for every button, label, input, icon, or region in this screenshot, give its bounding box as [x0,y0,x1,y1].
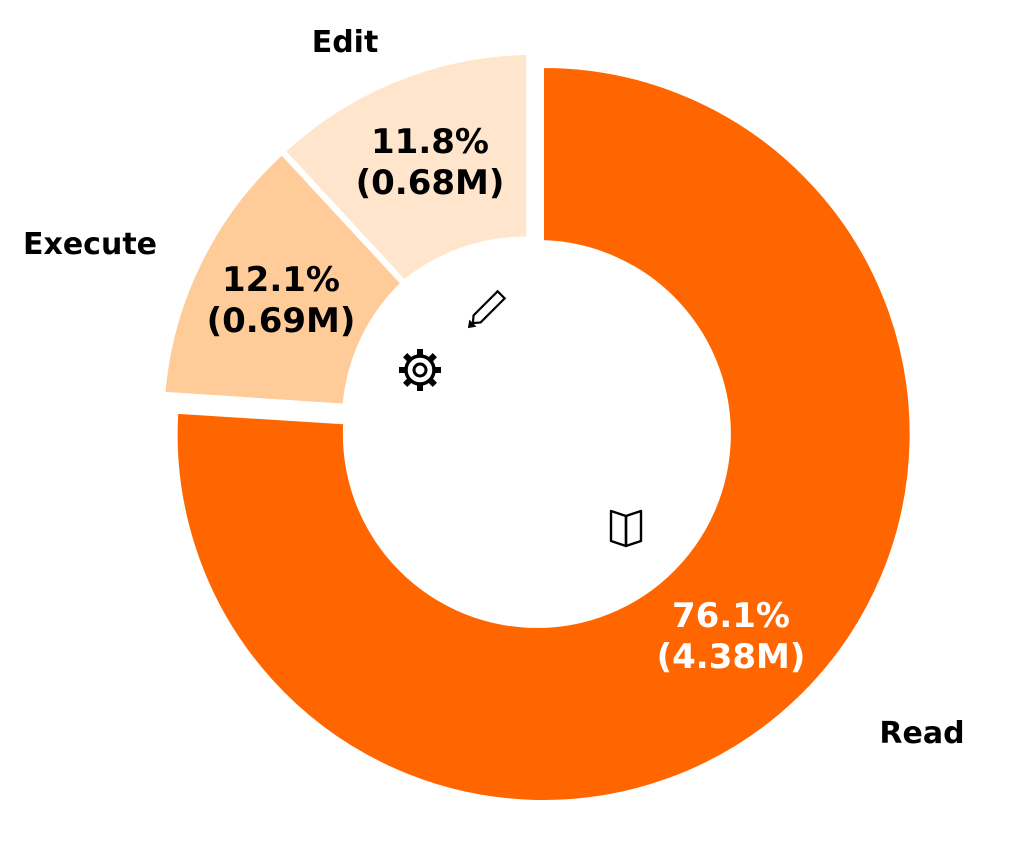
value-execute-pct: 12.1% [222,260,340,300]
value-edit-count: (0.68M) [356,163,505,203]
value-read-pct: 76.1% [672,596,790,636]
gear-icon [399,349,441,391]
pencil-icon [467,289,507,329]
book-icon [609,509,643,548]
value-edit-pct: 11.8% [371,122,489,162]
label-read: Read [879,716,964,751]
label-edit: Edit [312,25,379,60]
label-execute: Execute [23,227,157,262]
wedge-execute [161,150,406,408]
wedge-read [173,63,914,804]
wedge-edit [280,50,531,285]
value-execute-count: (0.69M) [207,301,356,341]
value-read-count: (4.38M) [657,637,806,677]
